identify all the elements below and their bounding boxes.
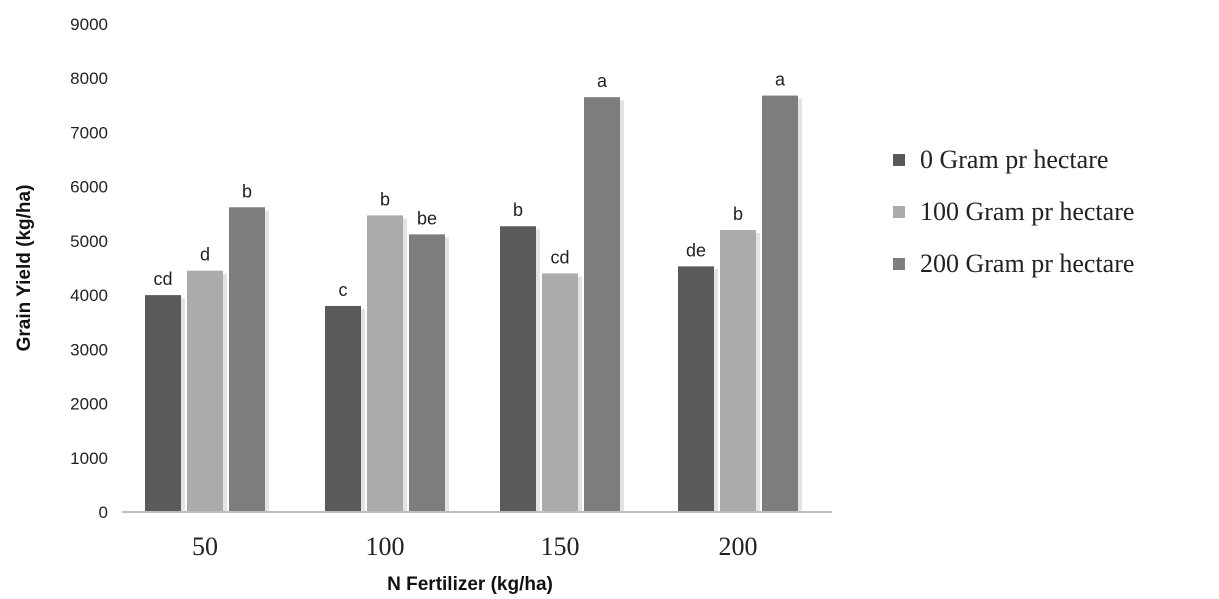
bar-letter-label: cd: [153, 269, 172, 289]
bar: [229, 207, 265, 512]
x-tick-label: 150: [541, 532, 580, 561]
y-tick-label: 8000: [70, 69, 108, 88]
legend-label: 200 Gram pr hectare: [920, 249, 1134, 278]
legend-swatch: [893, 258, 905, 270]
bar: [720, 230, 756, 513]
bar-letter-label: de: [686, 240, 706, 260]
x-tick-label: 50: [192, 532, 218, 561]
bar-letter-label: b: [242, 181, 252, 201]
x-tick-label: 100: [366, 532, 405, 561]
bar-letter-label: b: [380, 189, 390, 209]
bar-letter-label: b: [513, 200, 523, 220]
y-tick-label: 3000: [70, 340, 108, 359]
bar: [678, 266, 714, 512]
y-axis: 0 1000 2000 3000 4000 5000 6000 7000 8000 9000: [70, 15, 108, 522]
y-tick-label: 2000: [70, 395, 108, 414]
y-tick-label: 5000: [70, 232, 108, 251]
bar: [145, 295, 181, 512]
bar-letter-label: be: [417, 208, 437, 228]
bar-letter-label: a: [597, 71, 608, 91]
y-tick-label: 0: [99, 503, 108, 522]
bar-letter-label: cd: [550, 247, 569, 267]
legend: 0 Gram pr hectare 100 Gram pr hectare 200 …: [893, 145, 1134, 278]
bar: [325, 305, 361, 512]
y-tick-label: 7000: [70, 123, 108, 142]
y-tick-label: 6000: [70, 178, 108, 197]
bar-letter-label: b: [733, 204, 743, 224]
legend-swatch: [893, 206, 905, 218]
legend-label: 100 Gram pr hectare: [920, 197, 1134, 226]
y-tick-label: 1000: [70, 449, 108, 468]
x-axis-title: N Fertilizer (kg/ha): [387, 574, 553, 595]
bar-letter-label: a: [775, 70, 786, 90]
y-tick-label: 9000: [70, 15, 108, 34]
bar: [500, 226, 536, 512]
x-axis: 50 100 150 200: [122, 511, 832, 561]
bar: [187, 270, 223, 512]
bar-letter-label: d: [200, 245, 210, 265]
x-tick-label: 200: [719, 532, 758, 561]
legend-label: 0 Gram pr hectare: [920, 145, 1108, 174]
bar-letter-label: c: [339, 280, 348, 300]
bars: [145, 95, 802, 513]
bar: [409, 234, 445, 513]
bar: [542, 273, 578, 512]
bar: [367, 215, 403, 512]
y-axis-title: Grain Yield (kg/ha): [14, 185, 35, 352]
y-tick-label: 4000: [70, 286, 108, 305]
bar-letter-labels: cd d b c b be b cd a de b a: [153, 70, 786, 300]
bar: [584, 97, 620, 512]
legend-swatch: [893, 154, 905, 166]
bar: [762, 95, 798, 512]
